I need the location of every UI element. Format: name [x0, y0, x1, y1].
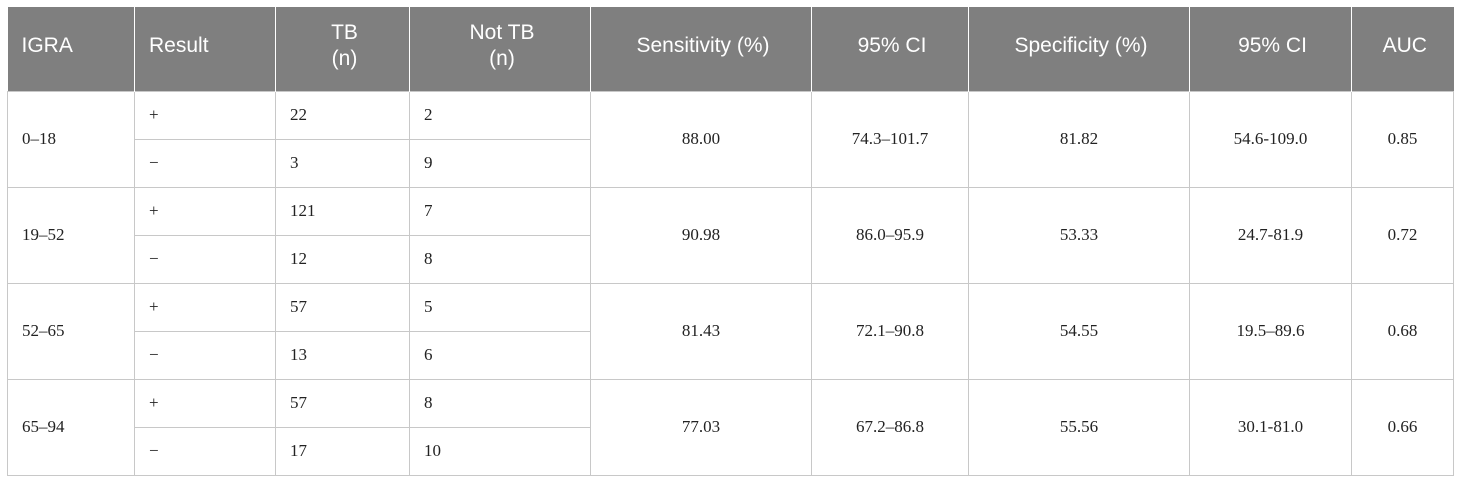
cell-tb: 3: [275, 138, 410, 188]
cell-tb: 57: [275, 282, 410, 332]
cell-not-tb: 2: [409, 90, 591, 140]
cell-specificity-ci: 54.6-109.0: [1189, 90, 1352, 188]
igra-results-table: IGRA Result TB (n) Not TB (n) Sensitivit…: [7, 7, 1454, 476]
cell-tb: 12: [275, 234, 410, 284]
header-igra: IGRA: [7, 7, 135, 91]
cell-sensitivity-ci: 86.0–95.9: [811, 186, 969, 284]
header-not-tb-line-2: (n): [489, 46, 515, 70]
cell-sensitivity: 81.43: [590, 282, 812, 380]
header-sensitivity-ci: 95% CI: [811, 7, 969, 91]
cell-igra: 19–52: [7, 186, 135, 284]
table-row: 52–65 + 57 5 81.43 72.1–90.8 54.55 19.5–…: [7, 282, 1454, 380]
header-sensitivity: Sensitivity (%): [590, 7, 812, 91]
cell-result: +: [134, 378, 276, 428]
cell-auc: 0.68: [1351, 282, 1454, 380]
header-row: IGRA Result TB (n) Not TB (n) Sensitivit…: [7, 7, 1454, 91]
cell-sensitivity: 88.00: [590, 90, 812, 188]
cell-result: +: [134, 186, 276, 236]
cell-not-tb: 9: [409, 138, 591, 188]
cell-not-tb: 8: [409, 234, 591, 284]
header-sensitivity-ci-line-1: 95% CI: [857, 33, 927, 57]
table-row: 65–94 + 57 8 77.03 67.2–86.8 55.56 30.1-…: [7, 378, 1454, 476]
header-specificity-line-1: Specificity (%): [1014, 33, 1148, 57]
table-row: 19–52 + 121 7 90.98 86.0–95.9 53.33 24.7…: [7, 186, 1454, 284]
header-sensitivity-line-1: Sensitivity (%): [636, 33, 770, 57]
header-tb: TB (n): [275, 7, 410, 91]
cell-tb: 13: [275, 330, 410, 380]
cell-result: −: [134, 138, 276, 188]
cell-not-tb: 5: [409, 282, 591, 332]
cell-specificity: 54.55: [968, 282, 1190, 380]
header-not-tb-line-1: Not TB: [469, 20, 535, 44]
cell-not-tb: 6: [409, 330, 591, 380]
table-row: 0–18 + 22 2 88.00 74.3–101.7 81.82 54.6-…: [7, 90, 1454, 188]
cell-igra: 52–65: [7, 282, 135, 380]
cell-sensitivity-ci: 67.2–86.8: [811, 378, 969, 476]
cell-not-tb: 7: [409, 186, 591, 236]
cell-auc: 0.72: [1351, 186, 1454, 284]
table-row: − 12 8: [8, 234, 1454, 284]
cell-specificity: 53.33: [968, 186, 1190, 284]
cell-auc: 0.85: [1351, 90, 1454, 188]
cell-sensitivity-ci: 74.3–101.7: [811, 90, 969, 188]
header-specificity: Specificity (%): [968, 7, 1190, 91]
header-tb-line-2: (n): [331, 46, 358, 70]
cell-tb: 17: [275, 426, 410, 476]
cell-specificity-ci: 19.5–89.6: [1189, 282, 1352, 380]
cell-sensitivity-ci: 72.1–90.8: [811, 282, 969, 380]
cell-sensitivity: 90.98: [590, 186, 812, 284]
cell-specificity: 55.56: [968, 378, 1190, 476]
header-specificity-ci-line-1: 95% CI: [1238, 33, 1307, 57]
header-igra-line-1: IGRA: [21, 33, 73, 57]
table-container: IGRA Result TB (n) Not TB (n) Sensitivit…: [7, 7, 1454, 476]
cell-tb: 121: [275, 186, 410, 236]
cell-specificity-ci: 24.7-81.9: [1189, 186, 1352, 284]
header-result-line-1: Result: [149, 33, 209, 57]
header-not-tb: Not TB (n): [409, 7, 591, 91]
cell-auc: 0.66: [1351, 378, 1454, 476]
cell-igra: 0–18: [7, 90, 135, 188]
cell-tb: 57: [275, 378, 410, 428]
cell-specificity: 81.82: [968, 90, 1190, 188]
cell-result: −: [134, 426, 276, 476]
header-auc-line-1: AUC: [1382, 33, 1427, 57]
cell-not-tb: 8: [409, 378, 591, 428]
cell-result: −: [134, 330, 276, 380]
header-specificity-ci: 95% CI: [1189, 7, 1352, 91]
header-result: Result: [134, 7, 276, 91]
cell-tb: 22: [275, 90, 410, 140]
table-row: − 17 10: [8, 426, 1454, 476]
cell-igra: 65–94: [7, 378, 135, 476]
cell-result: +: [134, 90, 276, 140]
header-auc: AUC: [1351, 7, 1454, 91]
cell-sensitivity: 77.03: [590, 378, 812, 476]
cell-result: −: [134, 234, 276, 284]
cell-specificity-ci: 30.1-81.0: [1189, 378, 1352, 476]
cell-result: +: [134, 282, 276, 332]
header-tb-line-1: TB: [331, 20, 358, 44]
cell-not-tb: 10: [409, 426, 591, 476]
